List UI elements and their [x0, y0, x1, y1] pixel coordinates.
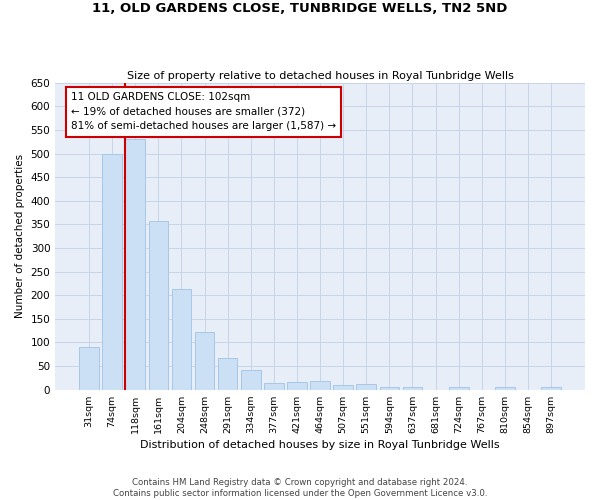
Bar	[218, 358, 238, 390]
Bar	[103, 154, 122, 390]
Bar	[241, 370, 260, 390]
Text: 11 OLD GARDENS CLOSE: 102sqm
← 19% of detached houses are smaller (372)
81% of s: 11 OLD GARDENS CLOSE: 102sqm ← 19% of de…	[71, 92, 336, 132]
Bar	[541, 388, 561, 390]
Bar	[403, 388, 422, 390]
Bar	[380, 387, 399, 390]
X-axis label: Distribution of detached houses by size in Royal Tunbridge Wells: Distribution of detached houses by size …	[140, 440, 500, 450]
Title: Size of property relative to detached houses in Royal Tunbridge Wells: Size of property relative to detached ho…	[127, 70, 514, 81]
Bar	[310, 381, 330, 390]
Bar	[264, 382, 284, 390]
Text: 11, OLD GARDENS CLOSE, TUNBRIDGE WELLS, TN2 5ND: 11, OLD GARDENS CLOSE, TUNBRIDGE WELLS, …	[92, 2, 508, 16]
Bar	[79, 347, 99, 390]
Bar	[125, 140, 145, 390]
Text: Contains HM Land Registry data © Crown copyright and database right 2024.
Contai: Contains HM Land Registry data © Crown c…	[113, 478, 487, 498]
Bar	[495, 388, 515, 390]
Bar	[334, 385, 353, 390]
Bar	[356, 384, 376, 390]
Y-axis label: Number of detached properties: Number of detached properties	[15, 154, 25, 318]
Bar	[172, 289, 191, 390]
Bar	[449, 388, 469, 390]
Bar	[195, 332, 214, 390]
Bar	[287, 382, 307, 390]
Bar	[149, 220, 168, 390]
